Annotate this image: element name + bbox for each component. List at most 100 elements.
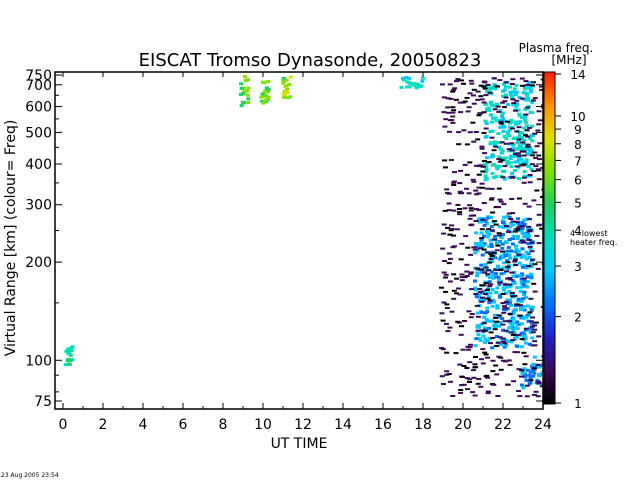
echo-mark [442, 159, 448, 162]
echo-mark [462, 320, 467, 322]
echo-mark [497, 282, 502, 286]
echo-mark [524, 124, 529, 128]
echo-mark [522, 126, 527, 130]
echo-mark [485, 187, 491, 190]
echo-group [239, 75, 251, 108]
echo-mark [521, 154, 527, 157]
echo-mark [399, 85, 404, 89]
echo-mark [480, 186, 485, 189]
echo-mark [407, 81, 412, 85]
echo-mark [524, 160, 529, 164]
echo-mark [511, 310, 516, 314]
echo-mark [495, 85, 500, 88]
echo-mark [526, 265, 532, 267]
echo-mark [444, 303, 450, 306]
echo-mark [502, 307, 508, 310]
echo-mark [452, 171, 457, 174]
echo-mark [497, 336, 503, 339]
echo-mark [451, 289, 457, 292]
echo-mark [467, 217, 473, 220]
echo-mark [498, 147, 503, 151]
echo-mark [519, 322, 524, 326]
echo-mark [525, 275, 530, 279]
echo-mark [522, 363, 528, 366]
echo-mark [512, 87, 517, 91]
echo-mark [505, 265, 511, 268]
echo-mark [446, 252, 452, 255]
echo-mark [451, 181, 457, 184]
echo-mark [490, 172, 495, 176]
echo-mark [516, 217, 520, 221]
echo-mark [474, 245, 479, 249]
echo-mark [488, 283, 494, 286]
echo-mark [505, 285, 510, 289]
echo-mark [246, 97, 251, 101]
echo-mark [445, 97, 451, 100]
echo-mark [531, 362, 536, 366]
echo-mark [496, 232, 502, 235]
echo-mark [515, 227, 521, 230]
y-tick-label: 200 [25, 255, 52, 271]
echo-mark [529, 150, 534, 154]
echo-mark [284, 84, 289, 88]
echo-mark [472, 366, 478, 369]
echo-mark [490, 103, 495, 107]
echo-mark [464, 143, 470, 146]
echo-mark [502, 283, 508, 286]
echo-mark [64, 363, 68, 366]
echo-mark [524, 395, 530, 398]
echo-mark [517, 112, 522, 116]
echo-mark [525, 106, 531, 109]
colorbar-tick-label: 10 [570, 110, 585, 124]
echo-mark [449, 228, 455, 230]
echo-mark [529, 308, 534, 312]
x-tick-label: 8 [219, 417, 228, 433]
echo-mark [502, 134, 507, 138]
echo-group [281, 75, 293, 100]
echo-mark [532, 263, 538, 266]
echo-mark [511, 275, 516, 278]
echo-mark [477, 295, 482, 299]
echo-mark [282, 95, 287, 99]
echo-mark [498, 368, 504, 371]
echo-mark [525, 368, 530, 372]
echo-mark [509, 175, 515, 178]
echo-mark [512, 295, 518, 297]
echo-mark [507, 364, 513, 366]
echo-mark [503, 308, 508, 312]
echo-mark [532, 340, 538, 343]
echo-mark [508, 93, 513, 97]
echo-mark [493, 321, 498, 325]
echo-mark [493, 116, 498, 120]
echo-mark [475, 382, 481, 385]
echo-mark [483, 263, 488, 266]
echo-mark [483, 326, 487, 330]
echo-mark [532, 367, 537, 371]
echo-mark [528, 136, 532, 140]
echo-mark [461, 365, 467, 367]
echo-mark [521, 317, 526, 321]
echo-mark [485, 390, 491, 393]
echo-mark [523, 264, 528, 267]
echo-mark [511, 237, 515, 240]
echo-mark [493, 325, 497, 328]
echo-mark [264, 98, 269, 102]
echo-mark [519, 239, 525, 242]
echo-mark [513, 264, 519, 266]
echo-mark [475, 329, 481, 332]
echo-mark [530, 154, 536, 157]
echo-mark [528, 242, 533, 246]
echo-mark [497, 225, 502, 229]
timestamp: 23 Aug 2005 23:54 [1, 472, 59, 479]
colorbar-tick-label: 2 [574, 311, 582, 325]
echo-mark [525, 96, 530, 100]
echo-mark [486, 269, 492, 272]
echo-mark [288, 95, 293, 99]
echo-mark [462, 276, 468, 279]
echo-mark [513, 153, 519, 155]
echo-mark [510, 98, 516, 101]
echo-mark [447, 130, 452, 133]
y-tick-label: 500 [25, 125, 52, 141]
echo-mark [420, 76, 425, 80]
echo-mark [506, 130, 510, 134]
